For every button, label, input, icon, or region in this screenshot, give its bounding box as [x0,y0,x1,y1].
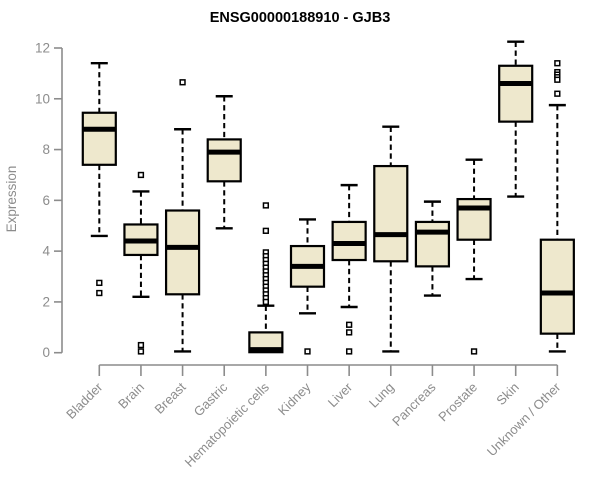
outlier-point [137,171,145,179]
y-tick-label: 0 [42,345,50,360]
y-tick-label: 4 [42,244,50,259]
outlier-point [554,90,561,97]
x-tick-label-kidney: Kidney [275,379,314,418]
outlier-point [554,60,561,67]
x-tick-label-brain: Brain [115,380,147,412]
iqr-box [81,111,117,166]
boxplot-brain [123,171,159,355]
iqr-box [206,138,242,183]
outlier-point [96,279,103,287]
x-tick-label-lung: Lung [366,380,397,411]
outlier-point [96,289,103,297]
outlier-point [345,329,353,336]
y-tick-label: 10 [35,91,50,106]
x-tick-label-gastric: Gastric [191,379,231,419]
x-tick-label-breast: Breast [152,379,189,416]
iqr-box [414,220,451,268]
iqr-box [373,164,409,263]
y-tick-label: 2 [42,294,50,309]
boxplot-hematopoietic-cells [248,202,284,354]
x-tick-label-unknown-other: Unknown / Other [484,379,564,459]
boxplot-kidney [289,218,326,355]
outlier-point [137,341,145,349]
outlier-point [345,348,353,355]
outlier-point [179,79,186,86]
x-tick-label-liver: Liver [325,379,356,410]
iqr-box [539,238,575,335]
y-tick-label: 12 [35,41,50,56]
boxplot-gastric [206,95,242,230]
x-tick-label-bladder: Bladder [63,379,106,422]
x-tick-label-prostate: Prostate [435,380,480,425]
y-tick-label: 8 [42,142,50,157]
boxplot-bladder [81,62,117,297]
boxplot-unknown-other [539,60,575,353]
outlier-point [262,298,270,306]
boxplot-skin [498,40,534,198]
boxplot-breast [164,79,201,353]
y-tick-label: 6 [42,193,50,208]
outlier-point [304,348,311,355]
iqr-box [456,197,492,241]
chart-title: ENSG00000188910 - GJB3 [210,10,391,26]
x-tick-label-pancreas: Pancreas [389,379,439,429]
outlier-point [554,76,561,83]
outlier-point [262,227,270,234]
outlier-point [262,202,270,209]
iqr-box [498,64,534,123]
boxplot-pancreas [414,200,451,297]
outlier-point [345,321,353,328]
outlier-point [470,348,478,355]
iqr-box [331,220,367,262]
boxplot-liver [331,183,367,355]
outlier-point [137,348,145,355]
boxes-layer [81,40,575,355]
y-axis-label: Expression [4,166,19,233]
x-tick-label-skin: Skin [493,380,521,408]
boxplot-lung [373,125,409,353]
boxplot-prostate [456,158,492,355]
iqr-box [164,209,201,296]
